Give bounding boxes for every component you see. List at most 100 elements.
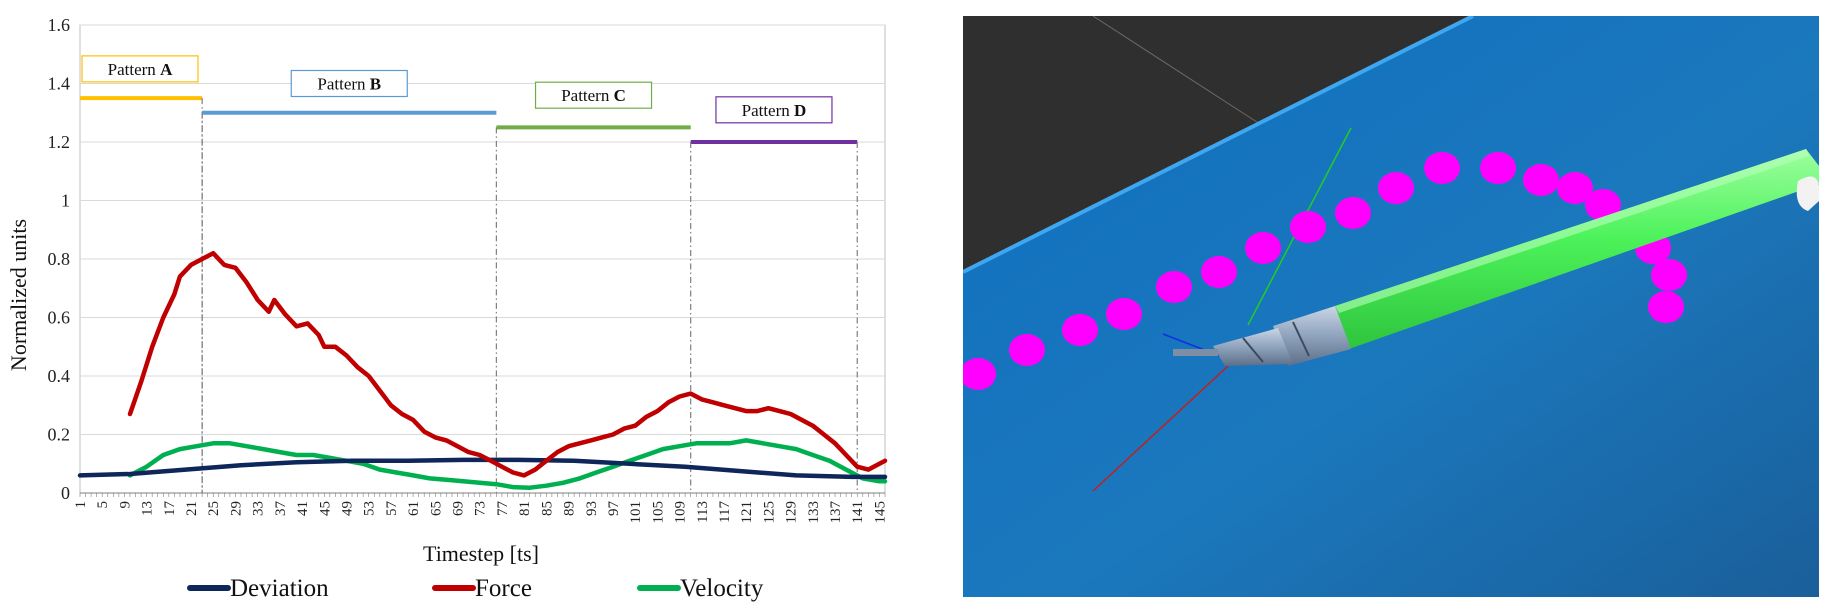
chart-panel: 0 0.2 0.4 0.6 0.8 1 1.2 1.4 1.6 1 5 9 13 17 21 25 29 33 37… xyxy=(0,0,900,613)
instrument-joint-detail-2 xyxy=(1292,321,1310,357)
x-tick-label: 45 xyxy=(317,501,333,516)
trajectory-marker xyxy=(1523,164,1559,196)
x-tick-label: 1 xyxy=(73,501,89,509)
x-tick-label: 37 xyxy=(273,501,289,517)
trajectory-marker xyxy=(1651,259,1687,291)
pattern-letter: C xyxy=(614,86,626,105)
legend-label: Deviation xyxy=(230,575,329,602)
x-tick-label: 77 xyxy=(495,501,511,517)
y-tick-label: 1.2 xyxy=(48,132,71,152)
pattern-word: Pattern xyxy=(317,75,369,94)
table-edge xyxy=(963,16,1474,274)
axes: 00.20.40.60.811.21.41.61 5 9 13 17 21 25 29 33 37… xyxy=(48,15,889,524)
x-tick-label: 29 xyxy=(228,501,244,516)
x-tick-label: 93 xyxy=(584,501,600,516)
trajectory-marker xyxy=(963,358,996,390)
y-tick-label: 1.4 xyxy=(48,74,71,94)
y-tick-label: 1 xyxy=(61,191,70,211)
pattern-label-box xyxy=(715,96,833,124)
y-tick-label: 1.6 xyxy=(48,15,71,35)
instrument-jaw-tip xyxy=(1173,349,1218,356)
instrument-jaw xyxy=(1213,328,1293,366)
y-tick-label: 0.8 xyxy=(48,249,71,269)
x-tick-label: 53 xyxy=(362,501,378,516)
pattern-label: Pattern C xyxy=(561,86,626,105)
pattern-word: Pattern xyxy=(108,60,160,79)
x-tick-label: 97 xyxy=(606,501,622,517)
legend-label: Velocity xyxy=(680,575,764,602)
simulation-view xyxy=(963,16,1819,597)
instrument-shaft-edge xyxy=(1335,149,1809,313)
axis-red-line xyxy=(1092,365,1229,492)
x-tick-label: 121 xyxy=(739,501,755,524)
x-tick-label: 41 xyxy=(295,501,311,516)
trajectory-marker xyxy=(1424,152,1460,184)
x-tick-label: 73 xyxy=(473,501,489,516)
pattern-word: Pattern xyxy=(561,86,613,105)
x-axis-title: Timestep [ts] xyxy=(423,541,539,566)
series-deviation-line xyxy=(77,457,888,480)
x-tick-label: 145 xyxy=(872,501,888,524)
trajectory-marker xyxy=(1480,152,1516,184)
trajectory-marker xyxy=(1557,172,1593,204)
instrument-shaft xyxy=(1335,149,1819,349)
x-tick-label: 49 xyxy=(339,501,355,516)
line-chart: 00.20.40.60.811.21.41.61 5 9 13 17 21 25 29 33 37… xyxy=(6,15,889,602)
y-tick-label: 0.6 xyxy=(48,308,71,328)
x-tick-label: 137 xyxy=(828,501,844,524)
legend-label: Force xyxy=(475,575,532,602)
pattern-word: Pattern xyxy=(742,101,794,120)
x-tick-label: 65 xyxy=(428,501,444,516)
x-tick-label: 101 xyxy=(628,501,644,524)
x-tick-label: 105 xyxy=(650,501,666,524)
x-tick-label: 141 xyxy=(850,501,866,524)
surgical-instrument xyxy=(1173,149,1819,366)
instrument-wrist xyxy=(1273,306,1351,366)
x-tick-label: 61 xyxy=(406,501,422,516)
pattern-label: Pattern B xyxy=(317,75,381,94)
trajectory-markers xyxy=(963,152,1687,390)
x-tick-label: 113 xyxy=(695,501,711,523)
y-tick-label: 0 xyxy=(61,483,70,503)
x-tick-label: 89 xyxy=(562,501,578,516)
x-tick-label: 129 xyxy=(784,501,800,524)
pattern-letter: D xyxy=(794,101,806,120)
x-tick-label: 85 xyxy=(539,501,555,516)
pattern-label: Pattern A xyxy=(108,60,173,79)
trajectory-marker xyxy=(1009,334,1045,366)
x-tick-label: 33 xyxy=(251,501,267,516)
trajectory-marker xyxy=(1585,189,1621,221)
instrument-joint-detail xyxy=(1242,337,1264,363)
x-tick-label: 13 xyxy=(140,501,156,516)
trajectory-marker xyxy=(1201,256,1237,288)
pattern-label-box xyxy=(81,55,199,83)
background-edge-line xyxy=(1092,16,1264,127)
x-tick-label: 21 xyxy=(184,501,200,516)
trajectory-marker xyxy=(1156,271,1192,303)
pattern-label-box xyxy=(534,81,653,109)
instrument-tip-white xyxy=(1796,176,1819,211)
x-tick-label: 117 xyxy=(717,501,733,523)
pattern-letter: B xyxy=(370,75,381,94)
y-tick-label: 0.4 xyxy=(48,366,71,386)
trajectory-marker xyxy=(1378,172,1414,204)
pattern-label: Pattern D xyxy=(742,101,807,120)
x-tick-label: 9 xyxy=(117,501,133,509)
y-axis-title: Normalized units xyxy=(6,219,31,371)
trajectory-marker xyxy=(1106,298,1142,330)
x-tick-label: 25 xyxy=(206,501,222,516)
x-tick-label: 133 xyxy=(806,501,822,524)
x-tick-label: 5 xyxy=(95,501,111,509)
x-tick-label: 69 xyxy=(451,501,467,516)
legend: Deviation Force Velocity xyxy=(187,575,764,602)
surgical-simulation-render xyxy=(963,16,1819,597)
x-tick-label: 125 xyxy=(761,501,777,524)
trajectory-marker xyxy=(1245,232,1281,264)
series-lines xyxy=(77,250,888,490)
x-tick-label: 17 xyxy=(162,501,178,517)
series-velocity-line xyxy=(127,438,888,490)
x-tick-label: 81 xyxy=(517,501,533,516)
pattern-label-box xyxy=(290,69,408,98)
x-tick-label: 57 xyxy=(384,501,400,517)
